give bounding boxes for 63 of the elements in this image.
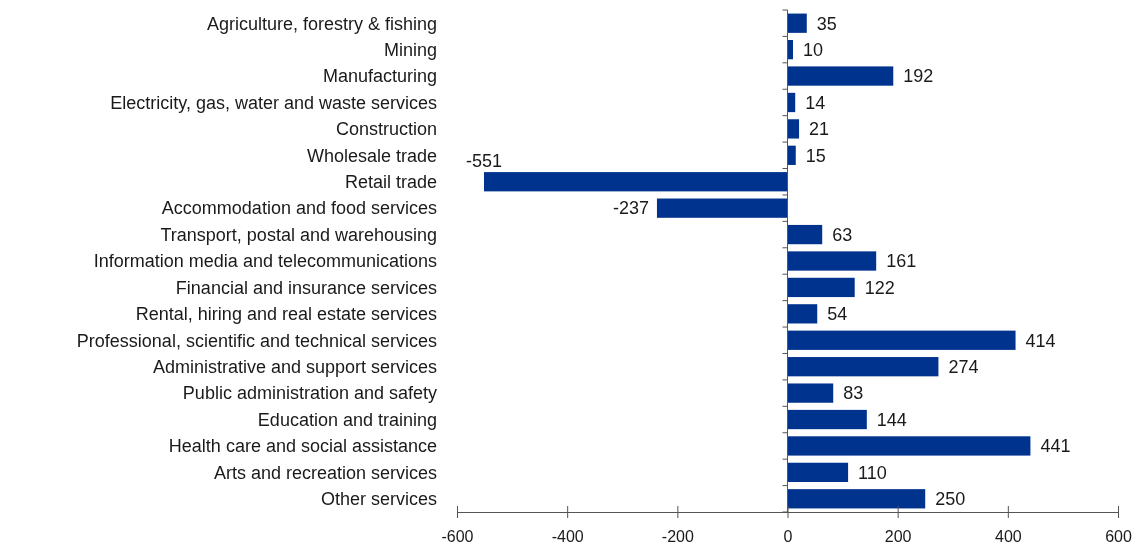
bar bbox=[787, 13, 807, 33]
data-label: 192 bbox=[903, 66, 934, 87]
data-label: 63 bbox=[832, 224, 853, 245]
bar bbox=[787, 409, 867, 430]
bar bbox=[787, 304, 818, 324]
y-tick-label: Professional, scientific and technical services bbox=[76, 330, 437, 351]
x-tick-label: 600 bbox=[1105, 527, 1132, 544]
bar bbox=[787, 39, 794, 60]
bar bbox=[787, 383, 834, 403]
bar bbox=[787, 330, 1016, 350]
x-tick-label: 400 bbox=[994, 527, 1022, 544]
y-tick-label: Health care and social assistance bbox=[168, 436, 437, 457]
data-label: 14 bbox=[805, 92, 826, 113]
x-tick-label: -400 bbox=[551, 527, 584, 544]
y-tick-label: Arts and recreation services bbox=[213, 462, 437, 483]
bar bbox=[787, 119, 800, 139]
y-tick-label: Mining bbox=[383, 39, 437, 60]
y-tick-label: Public administration and safety bbox=[182, 383, 437, 404]
x-tick-label: 0 bbox=[783, 527, 793, 544]
bar bbox=[483, 172, 788, 192]
data-label: 54 bbox=[827, 304, 848, 325]
x-tick-label: -200 bbox=[661, 527, 694, 544]
bar bbox=[787, 277, 855, 298]
data-label: 15 bbox=[805, 145, 826, 166]
data-label: 83 bbox=[843, 383, 864, 404]
y-tick-label: Information media and telecommunications bbox=[93, 251, 437, 272]
y-tick-label: Other services bbox=[320, 489, 437, 510]
data-label: 274 bbox=[948, 356, 979, 377]
y-tick-label: Retail trade bbox=[344, 172, 437, 193]
x-tick-label: 200 bbox=[884, 527, 912, 544]
bar bbox=[787, 145, 796, 165]
data-label: 250 bbox=[935, 489, 966, 510]
bar bbox=[787, 436, 1031, 456]
y-tick-label: Administrative and support services bbox=[152, 356, 437, 377]
bar bbox=[787, 251, 877, 271]
y-tick-label: Rental, hiring and real estate services bbox=[135, 304, 437, 325]
bar bbox=[787, 462, 849, 483]
y-tick-label: Accommodation and food services bbox=[161, 198, 437, 219]
data-label: 161 bbox=[886, 251, 917, 272]
data-label: 35 bbox=[816, 13, 837, 34]
data-label: 414 bbox=[1025, 330, 1056, 351]
y-tick-label: Construction bbox=[335, 119, 437, 140]
bar bbox=[787, 224, 823, 245]
data-label: 21 bbox=[809, 119, 830, 140]
y-tick-label: Financial and insurance services bbox=[175, 277, 437, 298]
data-label: 144 bbox=[876, 409, 907, 430]
y-tick-label: Manufacturing bbox=[322, 66, 437, 87]
y-tick-label: Education and training bbox=[257, 409, 437, 430]
data-label: -551 bbox=[465, 150, 503, 171]
y-tick-label: Agriculture, forestry & fishing bbox=[206, 13, 437, 34]
x-tick-label: -600 bbox=[441, 527, 474, 544]
y-tick-label: Wholesale trade bbox=[306, 145, 437, 166]
data-label: 10 bbox=[803, 39, 824, 60]
y-tick-label: Transport, postal and warehousing bbox=[160, 224, 437, 245]
y-tick-label: Electricity, gas, water and waste services bbox=[110, 92, 437, 113]
data-label: -237 bbox=[612, 198, 649, 219]
bar bbox=[787, 489, 926, 509]
data-label: 441 bbox=[1040, 436, 1071, 457]
data-label: 122 bbox=[864, 277, 895, 298]
data-label: 110 bbox=[858, 462, 887, 483]
bar bbox=[787, 357, 939, 377]
bar bbox=[656, 198, 788, 218]
bar bbox=[787, 66, 894, 86]
